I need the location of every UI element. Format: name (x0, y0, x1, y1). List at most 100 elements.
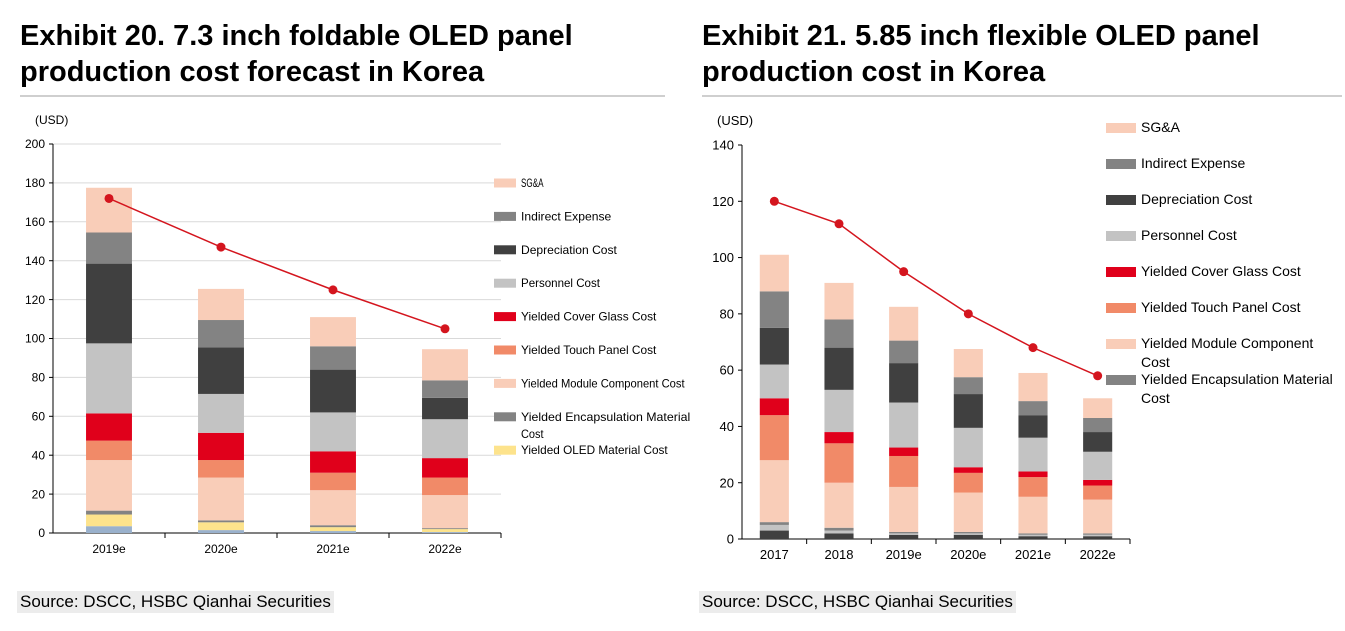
legend-label: Yielded Encapsulation Material (1141, 371, 1333, 387)
chart-svg: (USD) 0 20 40 60 80 100 120 140 2017 2018 2019e 2020… (712, 113, 1333, 562)
bar-segment-base (889, 533, 919, 535)
bar-segment (1083, 479, 1113, 486)
bar-segment-base (310, 531, 356, 533)
legend-label: Yielded Module Component (1141, 335, 1313, 351)
legend-swatch (1106, 339, 1136, 349)
legend-swatch (1106, 267, 1136, 277)
bar-segment (310, 412, 356, 452)
x-tick-label: 2017 (760, 547, 789, 562)
bar-segment (422, 458, 468, 478)
y-tick-label: 200 (25, 137, 45, 151)
legend-swatch (494, 178, 516, 188)
legend-label: Yielded Encapsulation Material (521, 410, 690, 424)
bar-segment (953, 349, 983, 378)
bar-segment (198, 347, 244, 394)
bar-segment (310, 346, 356, 370)
legend-swatch (1106, 159, 1136, 169)
y-tick-label: 40 (720, 419, 734, 434)
x-tick-label: 2018 (825, 547, 854, 562)
bar-segment (1083, 533, 1113, 535)
bar-segment-base (824, 530, 854, 534)
bar-segment (422, 419, 468, 459)
bar-segment (310, 317, 356, 347)
bar-segment (86, 514, 132, 527)
bar-segment (198, 520, 244, 523)
bar-segment (86, 510, 132, 515)
bar-segment-base (759, 524, 789, 531)
legend-swatch (494, 378, 516, 388)
bar-segment (889, 447, 919, 456)
bar-segment-base (198, 530, 244, 533)
x-tick-label: 2020e (950, 547, 986, 562)
legend-label: Yielded Module Component Cost (521, 376, 685, 390)
source-note: Source: DSCC, HSBC Qianhai Securities (699, 591, 1016, 613)
bar-segment (310, 472, 356, 491)
bar-segment-base (953, 534, 983, 539)
bar-segment (889, 340, 919, 364)
trend-point (1028, 343, 1038, 353)
legend-swatch (494, 345, 516, 355)
bar-segment-base (1018, 534, 1048, 537)
y-tick-label: 40 (32, 448, 46, 462)
bar-segment (889, 531, 919, 534)
bar-segment (824, 282, 854, 320)
bar-segment (422, 477, 468, 496)
legend-label: SG&A (521, 176, 544, 190)
legend-label: Cost (1141, 354, 1170, 370)
x-tick-label: 2022e (1080, 547, 1116, 562)
trend-point (1093, 371, 1103, 381)
x-tick-label: 2021e (316, 542, 350, 556)
bar-segment (889, 486, 919, 532)
bar-segment (198, 460, 244, 478)
bar-segment (310, 527, 356, 532)
y-tick-label: 100 (25, 332, 45, 346)
trend-line (774, 200, 1098, 377)
bar-segment (1083, 417, 1113, 433)
bar-segment (198, 393, 244, 433)
bar-segment (759, 398, 789, 416)
bar-segment (422, 380, 468, 398)
legend-label: Personnel Cost (1141, 227, 1237, 243)
legend-label: Yielded Touch Panel Cost (521, 343, 657, 357)
y-tick-label: 20 (32, 487, 46, 501)
bar-segment (310, 490, 356, 526)
bar-segment-base (86, 526, 132, 533)
y-tick-label: 140 (712, 138, 734, 153)
legend-label: Yielded Touch Panel Cost (1141, 299, 1301, 315)
unit-label: (USD) (717, 113, 753, 128)
unit-label: (USD) (35, 113, 68, 127)
bar-segment-base (889, 534, 919, 539)
bar-segment (1018, 533, 1048, 535)
bar-segment (759, 415, 789, 461)
legend-swatch (1106, 195, 1136, 205)
legend-swatch (494, 312, 516, 322)
bar-segment-base (422, 532, 468, 533)
bar-segment (1083, 398, 1113, 418)
bar-segment (953, 394, 983, 428)
bar-segment-base (1018, 536, 1048, 539)
bar-segment (198, 288, 244, 321)
y-tick-label: 120 (712, 194, 734, 209)
y-tick-label: 140 (25, 254, 45, 268)
legend-label: SG&A (1141, 119, 1181, 135)
bar-segment (824, 443, 854, 483)
bar-segment (1018, 477, 1048, 497)
bar-segment (824, 389, 854, 433)
y-tick-label: 80 (32, 371, 46, 385)
bar-segment (86, 343, 132, 414)
y-tick-label: 80 (720, 306, 734, 321)
trend-point (328, 285, 338, 295)
bar-segment (86, 460, 132, 511)
y-tick-label: 160 (25, 215, 45, 229)
trend-line (108, 197, 446, 330)
y-tick-label: 120 (25, 293, 45, 307)
bar-segment (86, 232, 132, 264)
bar-segment (759, 460, 789, 523)
bar-segment (953, 531, 983, 534)
y-tick-label: 100 (712, 250, 734, 265)
bar-segment (1018, 372, 1048, 402)
bar-segment (953, 472, 983, 493)
bar-segment (1083, 485, 1113, 500)
bar-segment (759, 254, 789, 292)
bar-segment (310, 525, 356, 528)
